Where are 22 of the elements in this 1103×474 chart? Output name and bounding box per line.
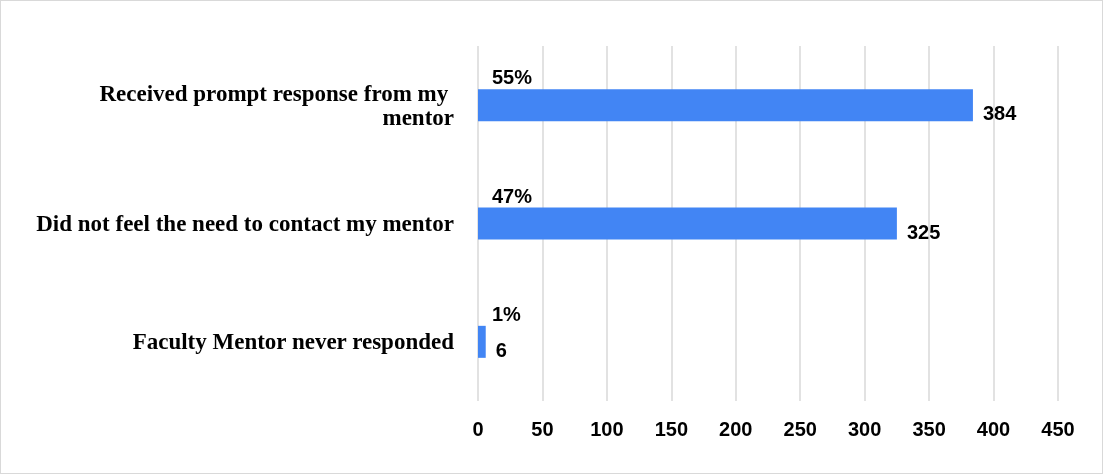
annotation: 55% <box>492 66 533 89</box>
data-label: 325 <box>906 220 941 243</box>
x-tick-label: 200 <box>719 418 753 440</box>
x-tick-label: 50 <box>531 418 554 440</box>
data-label: 384 <box>982 102 1018 125</box>
x-tick-label: 150 <box>654 418 689 440</box>
x-tick-label: 350 <box>912 418 946 440</box>
x-tick-label: 250 <box>783 418 817 440</box>
x-tick-label: 0 <box>472 418 484 440</box>
x-tick-label: 400 <box>976 418 1011 440</box>
bar <box>478 207 897 240</box>
x-tick-label: 450 <box>1041 418 1075 440</box>
bar <box>478 89 973 122</box>
y-tick-label: Did not feel the need to contact my mentor <box>36 211 454 236</box>
x-tick-label: 100 <box>590 418 624 440</box>
y-tick-label: Received prompt response from my mentor <box>99 80 454 130</box>
annotation: 1% <box>492 302 522 325</box>
y-tick-label: Faculty Mentor never responded <box>132 329 455 355</box>
annotation: 47% <box>492 184 533 207</box>
x-tick-label: 300 <box>847 418 882 440</box>
data-label: 6 <box>495 338 507 361</box>
bar <box>478 325 486 358</box>
